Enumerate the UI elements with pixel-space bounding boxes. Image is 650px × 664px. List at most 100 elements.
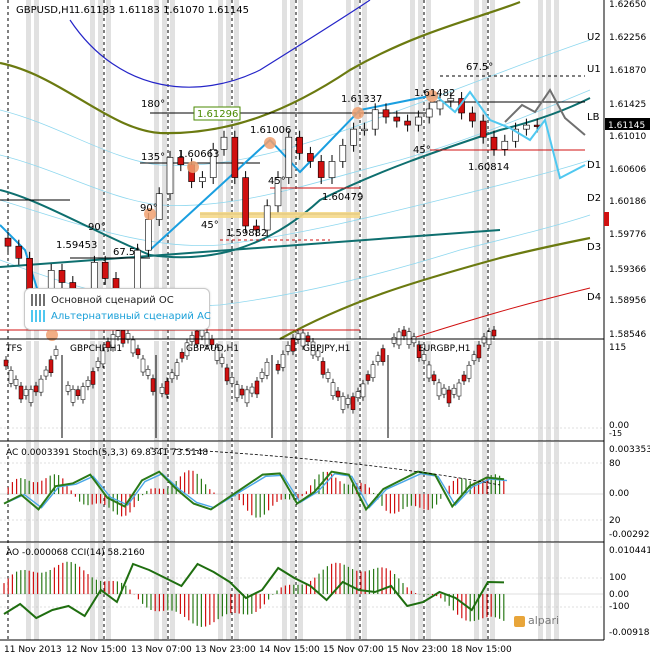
pivot-markers (46, 90, 438, 341)
session-band-20-0 (474, 0, 479, 339)
session-band-3-2 (98, 442, 103, 542)
legend-main-row: Основной сценарий ОС (31, 294, 174, 308)
cci-line (3, 562, 505, 620)
tfs-body-4-19 (486, 331, 492, 346)
session-band-16-2 (362, 442, 367, 542)
angle-label-45c: 45° (413, 145, 431, 156)
pivot-marker-1 (187, 161, 199, 173)
time-tick-1: 11 Nov 2013 (4, 645, 62, 655)
session-band-8-3 (218, 543, 223, 640)
tfs-body-2-4 (179, 352, 185, 359)
session-band-25-1 (554, 341, 559, 441)
pivot-marker-2 (264, 137, 276, 149)
session-band-1-2 (34, 442, 39, 542)
tfs-body-0-6 (33, 385, 39, 393)
tfs-body-4-2 (401, 329, 407, 337)
candle-body-47 (512, 128, 519, 142)
price-tick-3: 1.61870 (609, 66, 646, 76)
tfs-body-2-8 (199, 329, 205, 337)
price-axis: 1.62650 1.62256 1.61870 1.61425 1.61010 … (603, 0, 650, 640)
session-band-6-0 (162, 0, 167, 339)
session-band-17-2 (410, 442, 415, 542)
tfs-body-1-7 (100, 350, 106, 365)
session-band-22-1 (490, 341, 495, 441)
session-band-18-0 (418, 0, 423, 339)
tfs-body-4-18 (481, 336, 487, 344)
candle-body-29 (317, 161, 325, 178)
level-tag-d2: D2 (587, 193, 601, 204)
candle-body-37 (404, 120, 411, 126)
tfs-candles (0, 326, 603, 438)
candle-body-36 (393, 116, 401, 122)
session-band-21-2 (482, 442, 487, 542)
session-band-8-2 (218, 442, 223, 542)
tfs-body-2-7 (194, 330, 200, 345)
tfs-body-4-7 (426, 364, 432, 379)
session-band-23-3 (538, 543, 543, 640)
tfs-body-3-9 (320, 361, 326, 375)
tfs-body-2-2 (169, 372, 175, 380)
legend-main-label: Основной сценарий ОС (51, 295, 174, 306)
session-band-24-0 (546, 0, 551, 339)
tfs-body-1-15 (140, 358, 146, 373)
tfs-body-4-5 (416, 344, 422, 359)
tfs-body-3-2 (285, 345, 291, 352)
candle-body-20 (220, 136, 228, 150)
tfs-body-3-13 (340, 396, 346, 410)
price-tick-4: 1.61425 (609, 100, 646, 110)
tfs-body-4-3 (406, 331, 412, 345)
session-band-13-3 (298, 543, 303, 640)
candle-body-22 (242, 177, 249, 227)
time-tick-6: 15 Nov 07:00 (323, 645, 384, 655)
candle-body-34 (371, 109, 379, 130)
tfs-body-2-1 (164, 381, 170, 395)
candle-body-9 (101, 262, 109, 279)
current-price-label: 1.61145 (608, 121, 645, 131)
tfs-body-4-8 (431, 374, 437, 382)
session-band-5-0 (154, 0, 159, 339)
tfs-body-3-19 (370, 364, 376, 378)
session-band-25-0 (554, 0, 559, 339)
tfs-body-2-16 (239, 388, 245, 396)
candle-body-35 (382, 109, 390, 118)
tfs-body-2-18 (249, 386, 255, 394)
main-header-symbol: GBPUSD,H1 (16, 5, 75, 16)
session-band-19-1 (426, 341, 431, 441)
tfs-body-0-9 (48, 359, 54, 373)
session-band-25-2 (554, 442, 559, 542)
price-label-5: 1.60479 (322, 192, 363, 203)
candle-body-21 (231, 136, 239, 178)
ac-stoch-lines (0, 447, 603, 521)
price-label-4: 1.60663 (178, 149, 219, 160)
main-header-ohlc: 1.61183 1.61183 1.61070 1.61145 (74, 5, 249, 16)
legend-main-swatch (31, 294, 45, 306)
session-band-19-3 (426, 543, 431, 640)
ac-scale-80: 80 (609, 459, 621, 469)
session-band-3-0 (98, 0, 103, 339)
tfs-scale-zero: 0.00 (609, 421, 629, 431)
tfs-body-3-7 (310, 341, 316, 356)
session-band-6-1 (162, 341, 167, 441)
tfs-body-0-7 (38, 378, 44, 393)
tfs-section-3: GBPJPY,H1 (303, 344, 350, 354)
session-band-3-1 (98, 341, 103, 441)
tfs-body-1-6 (95, 360, 101, 368)
tfs-body-1-5 (90, 371, 96, 385)
tfs-body-3-17 (360, 383, 366, 398)
candle-body-18 (199, 177, 206, 182)
candle-body-24 (263, 205, 271, 231)
session-band-11-3 (282, 543, 287, 640)
tfs-body-3-4 (295, 333, 301, 341)
tfs-body-4-10 (441, 387, 447, 395)
tfs-body-2-17 (244, 389, 250, 404)
candle-body-40 (436, 100, 444, 110)
tfs-body-4-20 (491, 329, 497, 337)
price-tick-2: 1.62256 (609, 33, 646, 43)
session-band-23-0 (538, 0, 543, 339)
tfs-body-2-0 (159, 387, 165, 394)
angle-label-180: 180° (141, 99, 165, 110)
angle-label-67b: 67.5° (113, 247, 140, 258)
session-band-15-1 (354, 341, 359, 441)
